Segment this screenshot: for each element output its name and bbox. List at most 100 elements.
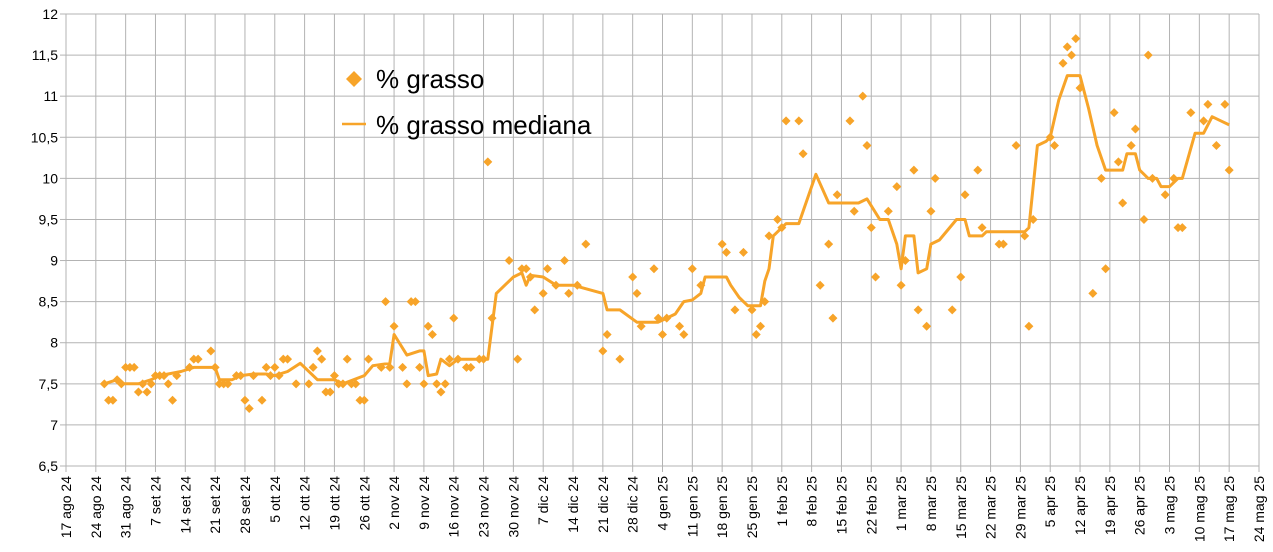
data-point [1186,108,1196,118]
data-point [244,403,254,413]
data-point [427,330,437,340]
x-tick-label: 9 nov 24 [416,476,432,530]
data-point [1147,173,1157,183]
x-tick-label: 14 set 24 [177,476,193,534]
x-tick-label: 12 ott 24 [297,476,313,531]
data-point [248,371,258,381]
data-point [325,387,335,397]
data-point [329,371,339,381]
data-point [453,354,463,364]
data-point [402,379,412,389]
data-point [274,371,284,381]
y-tick-label: 12 [42,6,58,22]
data-point [1113,157,1123,167]
data-point [436,387,446,397]
data-point [1109,108,1119,118]
x-tick-label: 10 mag 25 [1191,476,1207,542]
data-point [1101,264,1111,274]
data-point [129,362,139,372]
data-point [1067,50,1077,60]
data-point [364,354,374,364]
data-point [116,379,126,389]
x-tick-label: 8 feb 25 [804,476,820,527]
data-point [266,371,276,381]
data-point [304,379,314,389]
median-line [103,74,1230,386]
data-point [1139,214,1149,224]
data-point [845,116,855,126]
data-point [1020,231,1030,241]
data-point [1075,83,1085,93]
data-point [1143,50,1153,60]
data-point [862,140,872,150]
data-point [521,264,531,274]
x-tick-label: 12 apr 25 [1072,476,1088,535]
x-tick-label: 16 nov 24 [446,476,462,538]
x-tick-label: 29 mar 25 [1012,476,1028,539]
x-tick-label: 8 mar 25 [923,476,939,531]
data-point [159,371,169,381]
data-point [270,362,280,372]
data-point [909,165,919,175]
x-tick-label: 22 feb 25 [863,476,879,535]
data-point [1071,34,1081,44]
data-point [415,362,425,372]
data-point [773,214,783,224]
y-tick-label: 11 [43,88,58,104]
data-point [896,280,906,290]
data-point [598,346,608,356]
data-point [312,346,322,356]
data-point [449,313,459,323]
data-point [1211,140,1221,150]
x-tick-label: 17 mag 25 [1221,476,1237,542]
data-point [760,297,770,307]
data-point [308,362,318,372]
data-point [376,362,386,372]
data-point [572,280,582,290]
data-point [1028,214,1038,224]
data-point [815,280,825,290]
data-point [602,330,612,340]
x-tick-label: 25 gen 25 [744,476,760,538]
data-point [653,313,663,323]
data-point [193,354,203,364]
axes [60,13,1259,467]
y-tick-label: 8,5 [39,294,59,310]
data-point [133,387,143,397]
data-point [564,288,574,298]
data-point [1160,190,1170,200]
data-point [828,313,838,323]
data-point [764,231,774,241]
y-axis-ticks: 6,5 7 7,5 8 8,5 9 9,5 10 10,5 11 11,5 12 [31,6,58,474]
data-point [615,354,625,364]
x-tick-label: 21 dic 24 [595,476,611,533]
x-tick-label: 26 ott 24 [356,476,372,531]
y-tick-label: 10 [42,170,58,186]
data-point [172,371,182,381]
data-point [636,321,646,331]
data-point [359,395,369,405]
data-point [338,379,348,389]
data-point [798,149,808,159]
data-point [755,321,765,331]
data-point [947,305,957,315]
data-point [1088,288,1098,298]
y-tick-label: 10,5 [31,129,58,145]
x-tick-label: 2 nov 24 [386,476,402,530]
data-point [483,157,493,167]
data-point [261,362,271,372]
x-tick-label: 28 set 24 [237,476,253,534]
data-point [560,256,570,266]
x-tick-label: 28 dic 24 [625,476,641,533]
data-point [466,362,476,372]
y-tick-label: 8 [50,335,58,351]
data-point [658,330,667,340]
data-point [206,346,216,356]
data-point [628,272,638,282]
data-point [504,256,514,266]
x-tick-label: 1 mar 25 [893,476,909,531]
data-point [479,354,489,364]
data-point [679,330,689,340]
data-point [525,272,535,282]
